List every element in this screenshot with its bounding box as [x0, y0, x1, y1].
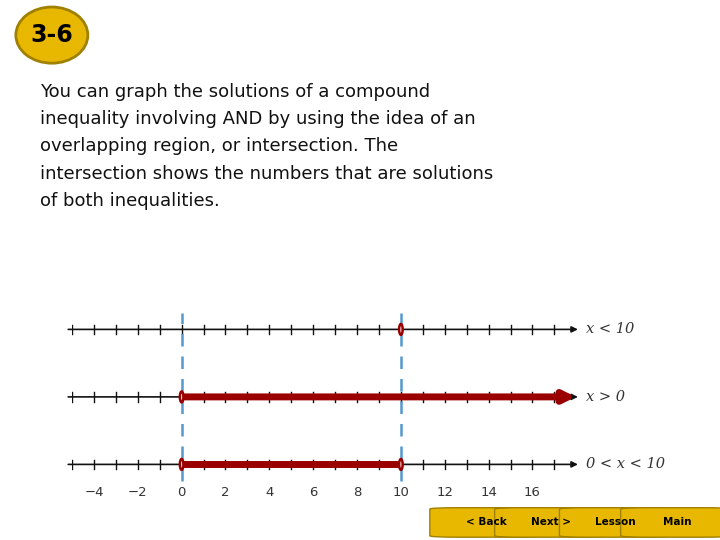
Circle shape [399, 324, 402, 335]
Text: 2: 2 [221, 486, 230, 499]
FancyBboxPatch shape [430, 508, 541, 537]
Text: Next >: Next > [531, 517, 571, 526]
Text: Lesson: Lesson [595, 517, 636, 526]
Text: x < 10: x < 10 [586, 322, 634, 336]
Text: 6: 6 [309, 486, 318, 499]
Circle shape [399, 459, 402, 470]
Text: −2: −2 [128, 486, 148, 499]
Text: x > 0: x > 0 [586, 390, 625, 404]
Text: 14: 14 [480, 486, 497, 499]
Text: Solving Compound Inequalities: Solving Compound Inequalities [112, 21, 623, 49]
Text: 4: 4 [265, 486, 274, 499]
Text: < Back: < Back [466, 517, 506, 526]
Text: 0 < x < 10: 0 < x < 10 [586, 457, 665, 471]
FancyBboxPatch shape [559, 508, 670, 537]
Text: You can graph the solutions of a compound
inequality involving AND by using the : You can graph the solutions of a compoun… [40, 83, 493, 210]
Text: 8: 8 [353, 486, 361, 499]
Text: © HOLT McDOUGAL, All Rights Reserved: © HOLT McDOUGAL, All Rights Reserved [11, 517, 210, 528]
Text: 16: 16 [524, 486, 541, 499]
Text: Main: Main [662, 517, 691, 526]
Text: −4: −4 [84, 486, 104, 499]
Text: 3-6: 3-6 [30, 23, 73, 47]
FancyBboxPatch shape [495, 508, 606, 537]
Circle shape [180, 392, 184, 402]
FancyBboxPatch shape [621, 508, 720, 537]
Text: 12: 12 [436, 486, 454, 499]
Circle shape [180, 459, 184, 470]
Text: 0: 0 [177, 486, 186, 499]
Ellipse shape [16, 7, 88, 63]
Text: 10: 10 [392, 486, 410, 499]
